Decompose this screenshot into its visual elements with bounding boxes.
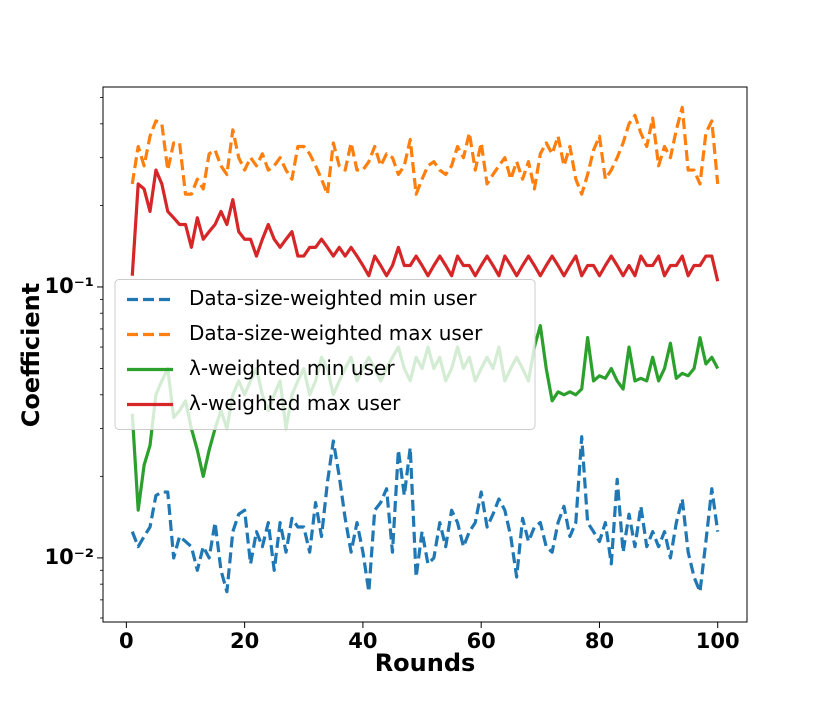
legend-label: λ-weighted min user <box>189 356 395 380</box>
series-line <box>130 168 720 282</box>
x-axis-label: Rounds <box>375 649 476 677</box>
x-tick-label: 100 <box>696 629 740 653</box>
x-tick-label: 80 <box>585 629 614 653</box>
legend: Data-size-weighted min user Data-size-wei… <box>114 279 536 430</box>
series-line <box>130 105 720 196</box>
x-tick-label: 60 <box>467 629 496 653</box>
plot-frame <box>102 86 748 623</box>
x-tick-label: 0 <box>119 629 134 653</box>
y-tick-label: 10⁻¹ <box>44 274 94 298</box>
series-line <box>130 435 720 594</box>
legend-label: Data-size-weighted min user <box>189 286 477 310</box>
legend-label: λ-weighted max user <box>189 391 401 415</box>
legend-box <box>114 279 536 430</box>
x-tick-label: 40 <box>348 629 377 653</box>
x-tick-label: 20 <box>230 629 259 653</box>
y-tick-label: 10⁻² <box>44 545 94 569</box>
y-axis-label: Coefficient <box>17 283 45 427</box>
legend-label: Data-size-weighted max user <box>189 321 483 345</box>
